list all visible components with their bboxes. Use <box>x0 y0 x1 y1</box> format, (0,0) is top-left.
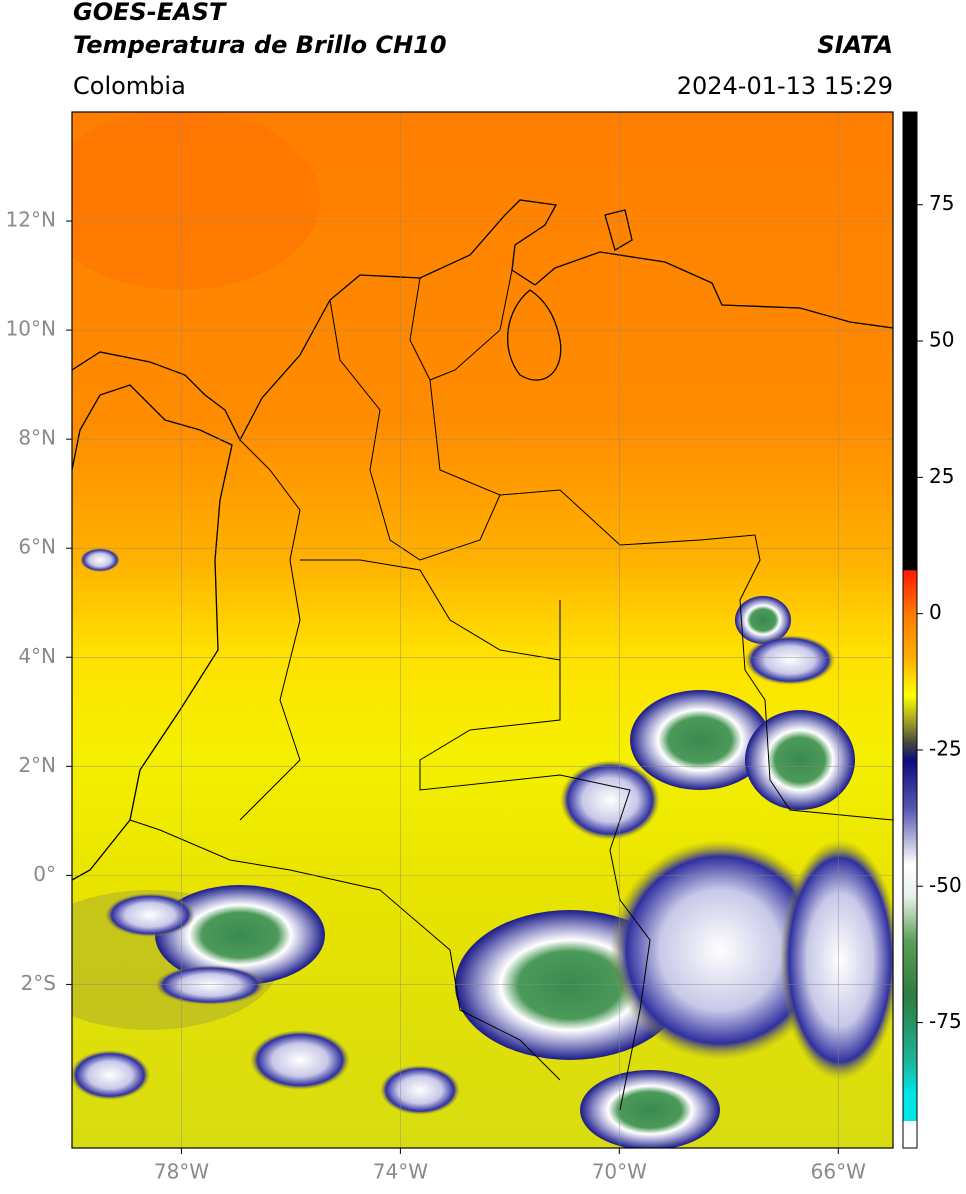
colorbar-tick-label: -25 <box>929 736 962 760</box>
cloud <box>745 635 835 685</box>
x-tick-label: 78°W <box>154 1160 209 1184</box>
colorbar-tick-label: 25 <box>929 464 954 488</box>
y-tick-label: 10°N <box>6 317 56 341</box>
cloud <box>105 893 195 937</box>
coastline <box>72 199 893 442</box>
y-tick-label: 4°N <box>18 644 56 668</box>
cloud <box>380 1065 460 1115</box>
plot-frame <box>71 111 894 1149</box>
cloud <box>745 710 855 810</box>
subtitle: Temperatura de Brillo CH10 <box>73 31 447 59</box>
y-tick-label: 6°N <box>18 535 56 559</box>
cloud <box>630 690 770 790</box>
y-tick-label: 12°N <box>6 208 56 232</box>
department-border <box>239 277 561 821</box>
colorbar-tick-label: -75 <box>929 1009 962 1033</box>
cloud <box>780 840 893 1080</box>
coastline <box>604 209 633 251</box>
cloud <box>735 596 791 644</box>
x-tick-label: 74°W <box>373 1160 428 1184</box>
x-tick-label: 70°W <box>592 1160 647 1184</box>
cloud <box>560 760 660 840</box>
colorbar-tick-label: 0 <box>929 600 942 624</box>
cloud <box>155 965 265 1005</box>
y-tick-label: 8°N <box>18 426 56 450</box>
colorbar <box>902 111 918 1149</box>
coastline <box>72 384 233 881</box>
colorbar-tick-label: -50 <box>929 873 962 897</box>
source: SIATA <box>817 31 893 59</box>
y-tick-label: 2°N <box>18 753 56 777</box>
cloud <box>610 840 830 1060</box>
cloud <box>80 548 120 572</box>
imagery <box>72 112 893 1148</box>
colorbar-tick-label: 75 <box>929 191 954 215</box>
colorbar-tick-label: 50 <box>929 328 954 352</box>
cloud <box>155 885 325 985</box>
warm-area <box>72 112 320 290</box>
border <box>419 600 651 1111</box>
lake-maracaibo <box>507 289 562 381</box>
region: Colombia <box>73 72 186 100</box>
cloud <box>580 1070 720 1148</box>
timestamp: 2024-01-13 15:29 <box>677 72 893 100</box>
cloud <box>72 1050 150 1100</box>
cloud <box>250 1030 350 1090</box>
y-tick-label: 0° <box>33 862 56 886</box>
title: GOES-EAST <box>73 0 227 26</box>
border <box>129 819 561 1081</box>
y-tick-label: 2°S <box>21 971 56 995</box>
x-tick-label: 66°W <box>811 1160 866 1184</box>
border <box>429 269 893 821</box>
